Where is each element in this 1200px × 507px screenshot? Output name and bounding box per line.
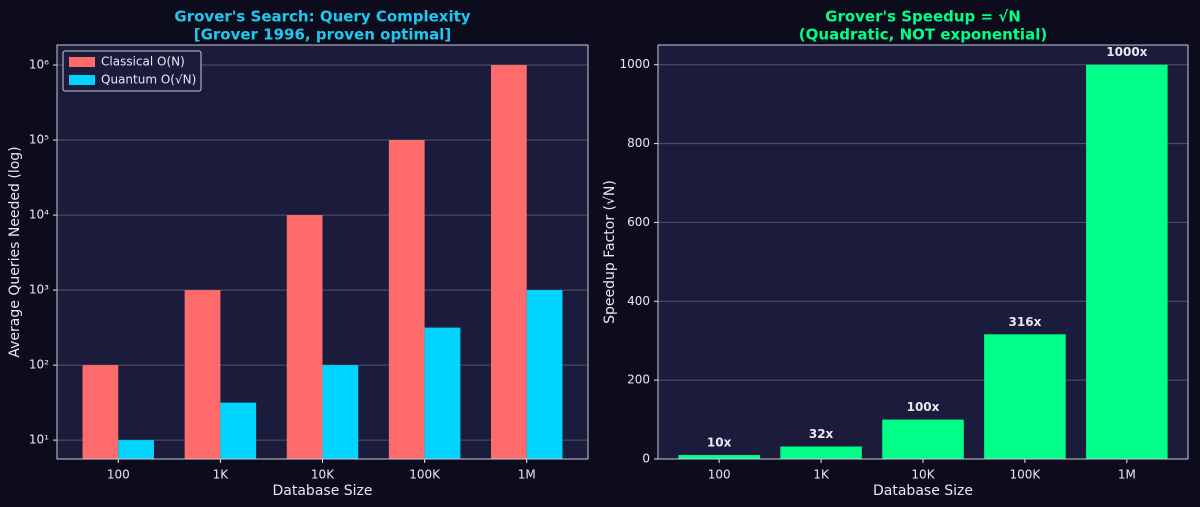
bar — [882, 419, 964, 459]
legend-swatch — [69, 57, 95, 67]
bar — [388, 140, 425, 460]
y-tick-label: 400 — [627, 294, 650, 308]
y-tick-label: 800 — [627, 136, 650, 150]
y-tick-label: 10⁶ — [29, 58, 49, 72]
y-tick-label: 10² — [29, 358, 49, 372]
bar — [1086, 64, 1168, 459]
x-axis-label: Database Size — [273, 483, 373, 499]
y-tick-label: 0 — [642, 452, 650, 466]
legend-box — [62, 50, 202, 92]
x-tick-label: 10K — [911, 468, 935, 482]
bar — [220, 402, 257, 459]
y-tick-label: 200 — [627, 373, 650, 387]
y-tick-label: 10³ — [29, 283, 49, 297]
bar — [984, 334, 1066, 459]
bar — [678, 455, 760, 459]
chart-title: Grover's Speedup = √N — [825, 8, 1021, 26]
bar — [526, 290, 563, 459]
x-tick-label: 100 — [107, 468, 130, 482]
y-tick-label: 10⁵ — [29, 133, 49, 147]
chart-subtitle: (Quadratic, NOT exponential) — [799, 26, 1047, 44]
y-tick-label: 10¹ — [29, 433, 49, 447]
bar — [118, 440, 155, 459]
chart-title: Grover's Search: Query Complexity — [174, 8, 470, 26]
bar — [82, 365, 119, 459]
x-tick-label: 1K — [813, 468, 830, 482]
y-tick-label: 600 — [627, 215, 650, 229]
bar — [780, 446, 862, 459]
plot-frame — [657, 44, 1189, 460]
y-tick-label: 10⁴ — [29, 208, 49, 222]
x-tick-label: 1M — [1118, 468, 1136, 482]
bar — [322, 365, 359, 459]
x-tick-label: 10K — [311, 468, 335, 482]
x-axis-label: Database Size — [873, 483, 973, 499]
bar — [286, 215, 323, 459]
x-tick-label: 100 — [708, 468, 731, 482]
chart-subtitle: [Grover 1996, proven optimal] — [194, 26, 452, 44]
bar — [490, 65, 527, 460]
y-tick-label: 1000 — [619, 57, 650, 71]
legend-swatch — [69, 75, 95, 85]
legend-label: Classical O(N) — [101, 55, 185, 69]
x-tick-label: 100K — [409, 468, 441, 482]
bar — [424, 327, 461, 459]
data-label: 32x — [809, 427, 834, 441]
bar — [184, 290, 221, 459]
y-axis-label: Average Queries Needed (log) — [7, 146, 23, 357]
y-axis-label: Speedup Factor (√N) — [602, 180, 618, 324]
x-tick-label: 100K — [1010, 468, 1042, 482]
x-tick-label: 1M — [518, 468, 536, 482]
data-label: 1000x — [1106, 45, 1147, 59]
data-label: 100x — [907, 400, 940, 414]
data-label: 10x — [707, 436, 732, 450]
legend-label: Quantum O(√N) — [101, 73, 196, 87]
plot-frame — [56, 44, 589, 460]
data-label: 316x — [1009, 315, 1042, 329]
x-tick-label: 1K — [213, 468, 230, 482]
